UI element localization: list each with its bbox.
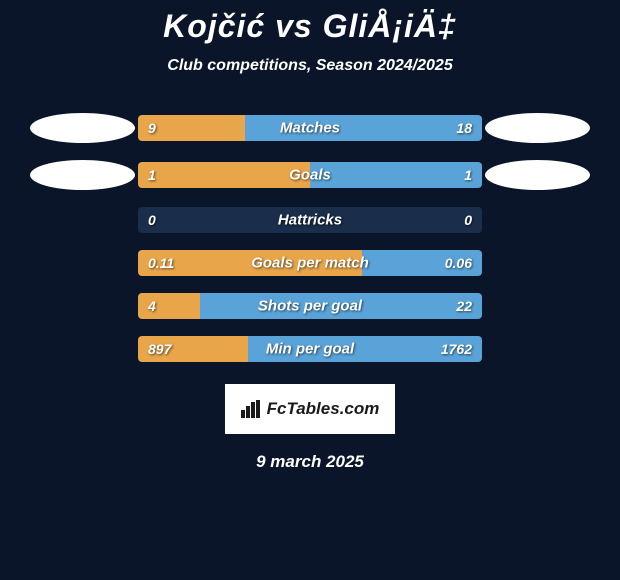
value-right: 0.06 (445, 255, 472, 271)
value-right: 1762 (441, 341, 472, 357)
stat-row: 0.11 0.06 Goals per match (0, 250, 620, 276)
logo-box[interactable]: FcTables.com (225, 384, 395, 434)
value-left: 4 (148, 298, 156, 314)
stat-bar: 4 22 Shots per goal (138, 293, 482, 319)
logo-text: FcTables.com (241, 399, 380, 419)
stat-row: 897 1762 Min per goal (0, 336, 620, 362)
stat-bar: 0.11 0.06 Goals per match (138, 250, 482, 276)
value-left: 1 (148, 167, 156, 183)
subtitle: Club competitions, Season 2024/2025 (0, 57, 620, 75)
stat-label: Matches (280, 120, 340, 137)
team-badge-left (30, 113, 135, 143)
value-right: 22 (456, 298, 472, 314)
stat-row: 4 22 Shots per goal (0, 293, 620, 319)
team-badge-right (485, 160, 590, 190)
stat-label: Goals (289, 167, 331, 184)
date-text: 9 march 2025 (0, 452, 620, 472)
bar-segment-left (138, 162, 310, 188)
stat-bar: 9 18 Matches (138, 115, 482, 141)
stat-bar: 897 1762 Min per goal (138, 336, 482, 362)
value-left: 9 (148, 120, 156, 136)
value-right: 18 (456, 120, 472, 136)
stat-label: Hattricks (278, 212, 342, 229)
logo-label: FcTables.com (267, 399, 380, 419)
stat-bar: 1 1 Goals (138, 162, 482, 188)
stat-row: 0 0 Hattricks (0, 207, 620, 233)
bar-chart-icon (241, 400, 261, 418)
page-title: Kojčić vs GliÅ¡iÄ‡ (0, 8, 620, 45)
value-right: 1 (464, 167, 472, 183)
stat-label: Min per goal (266, 341, 354, 358)
stats-list: 9 18 Matches 1 1 Goals 0 0 Hattricks 0.11 0.06 Goal… (0, 113, 620, 362)
team-badge-left (30, 160, 135, 190)
value-left: 0 (148, 212, 156, 228)
stat-row: 1 1 Goals (0, 160, 620, 190)
stat-row: 9 18 Matches (0, 113, 620, 143)
stat-bar: 0 0 Hattricks (138, 207, 482, 233)
comparison-widget: Kojčić vs GliÅ¡iÄ‡ Club competitions, Se… (0, 0, 620, 472)
stat-label: Goals per match (251, 255, 369, 272)
team-badge-right (485, 113, 590, 143)
value-left: 0.11 (148, 255, 174, 271)
stat-label: Shots per goal (258, 298, 362, 315)
bar-segment-right (310, 162, 482, 188)
value-right: 0 (464, 212, 472, 228)
value-left: 897 (148, 341, 171, 357)
